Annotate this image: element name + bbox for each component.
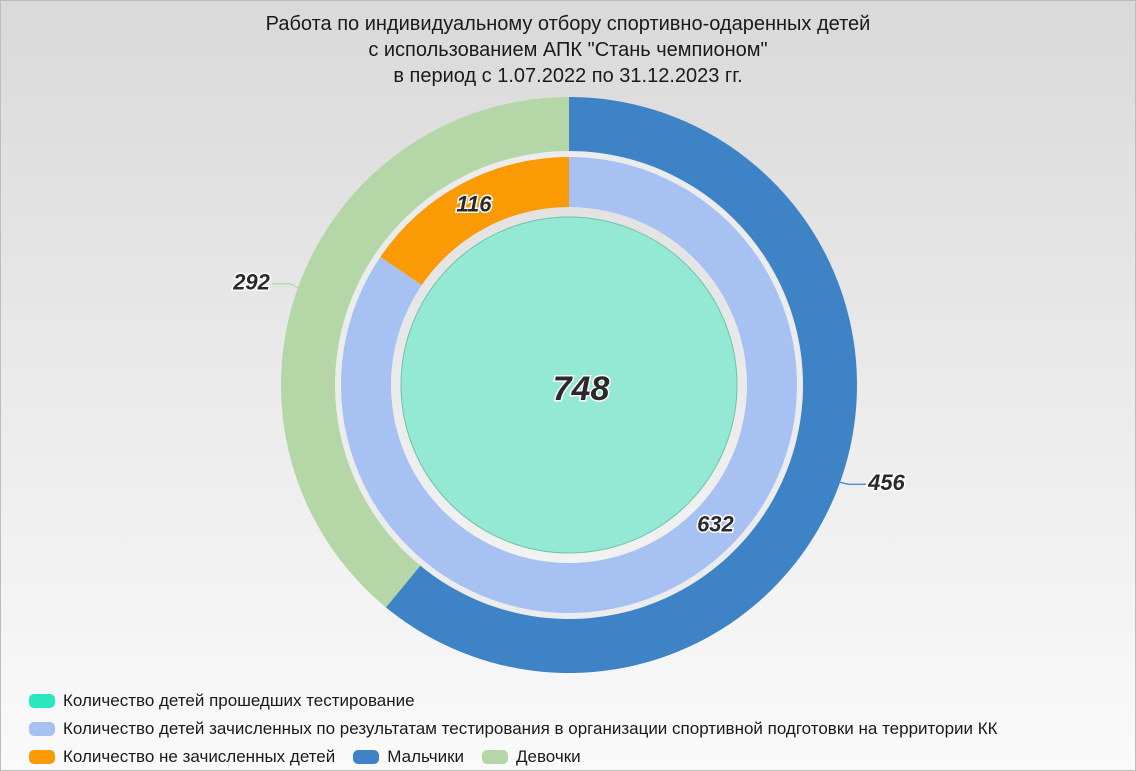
outer-ring-slice-2 (281, 97, 569, 608)
chart-title: Работа по индивидуальному отбору спортив… (1, 11, 1135, 89)
outer-ring-leader-1 (839, 481, 867, 485)
legend-item[interactable]: Мальчики (353, 747, 464, 767)
legend-label: Количество детей прошедших тестирование (63, 691, 415, 710)
legend-label: Количество не зачисленных детей (63, 747, 336, 766)
legend-label: Девочки (516, 747, 581, 766)
legend-item[interactable]: Количество детей прошедших тестирование (29, 691, 415, 711)
center-ring-slice-1 (400, 216, 738, 554)
middle-ring-slice-2 (380, 157, 569, 286)
legend-item[interactable]: Девочки (482, 747, 581, 767)
legend-row: Количество детей прошедших тестирование (29, 687, 1129, 715)
center-ring-label-1: 748 (553, 370, 610, 408)
legend-swatch (29, 694, 55, 708)
outer-ring-label-2: 292 (232, 270, 270, 295)
legend-swatch (353, 750, 380, 764)
legend-swatch (29, 750, 55, 764)
outer-ring-leader-2 (271, 283, 299, 289)
middle-ring-label-2: 116 (456, 191, 492, 216)
chart-title-line-3: в период с 1.07.2022 по 31.12.2023 гг. (393, 65, 743, 87)
middle-ring-label-1: 632 (697, 511, 734, 536)
chart-title-line-1: Работа по индивидуальному отбору спортив… (265, 13, 871, 35)
ring-separator (335, 151, 803, 619)
legend-item[interactable]: Количество детей зачисленных по результа… (29, 719, 998, 739)
legend-row: Количество не зачисленных детей Мальчики Д… (29, 743, 1129, 770)
legend-swatch (482, 750, 508, 764)
legend-label: Количество детей зачисленных по результа… (63, 719, 998, 738)
legend-row: Количество детей зачисленных по результа… (29, 715, 1129, 743)
outer-ring-label-1: 456 (867, 470, 905, 495)
legend-label: Мальчики (387, 747, 464, 766)
outer-ring-slice-1 (385, 97, 858, 673)
legend-item[interactable]: Количество не зачисленных детей (29, 747, 335, 767)
legend: Количество детей прошедших тестирование К… (29, 687, 1129, 770)
chart-title-line-2: с использованием АПК "Стань чемпионом" (368, 39, 768, 61)
legend-swatch (29, 722, 55, 736)
